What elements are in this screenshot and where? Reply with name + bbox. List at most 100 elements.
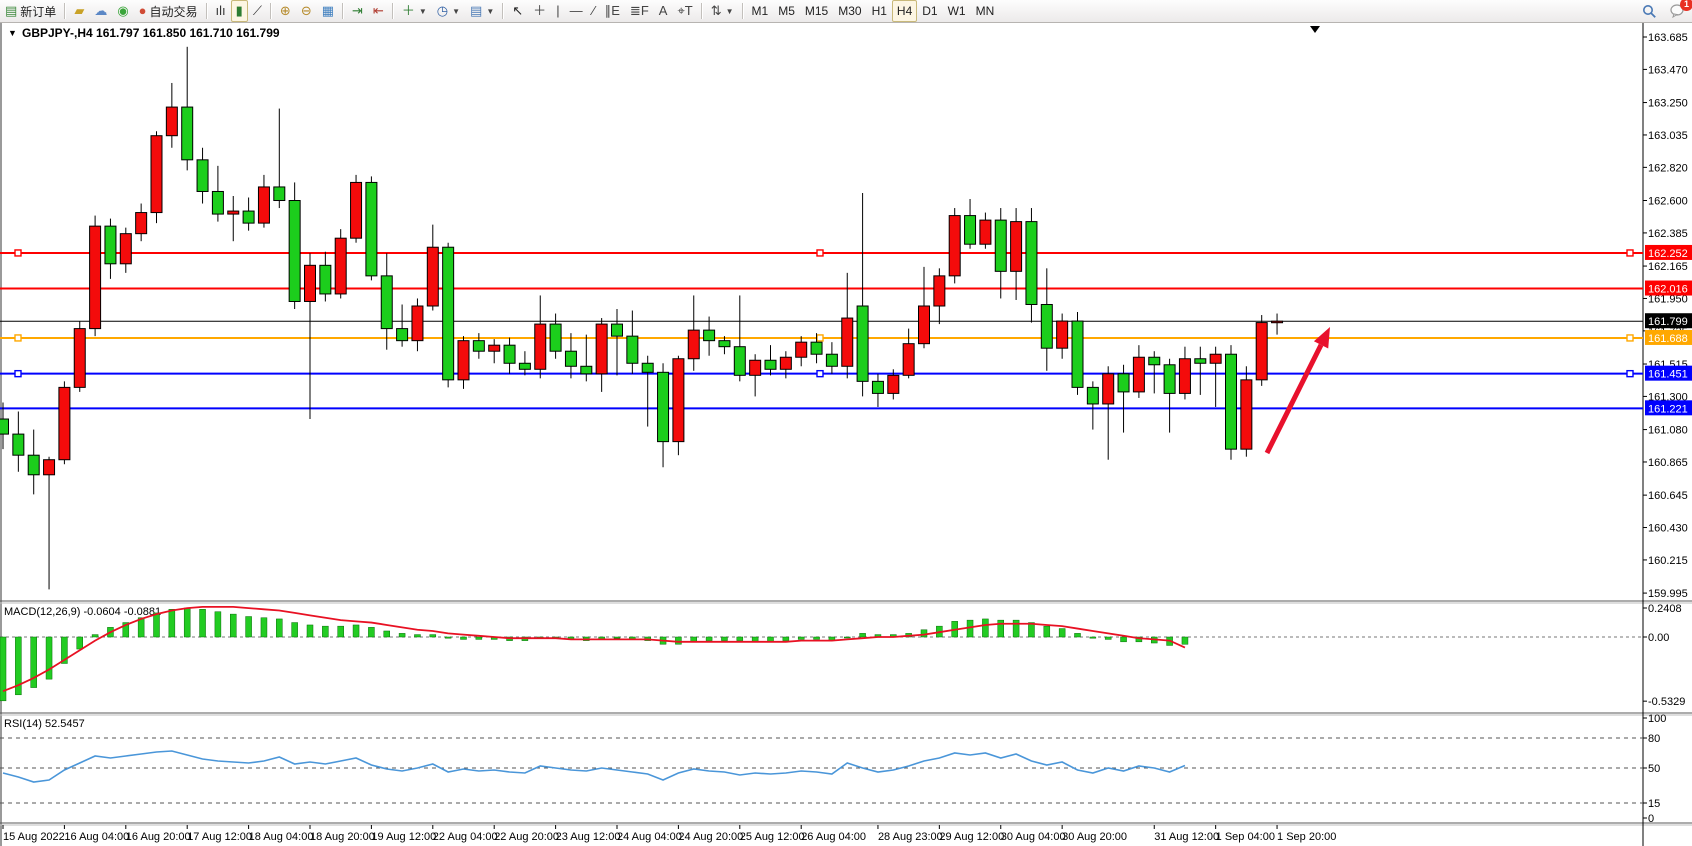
candlestick-chart-type-button[interactable]: ▮ [230, 0, 248, 22]
time-tick-label: 18 Aug 04:00 [249, 831, 314, 843]
hline-anchor[interactable] [1626, 249, 1634, 257]
chart-canvas[interactable]: 163.685 163.470 163.250 163.035 162.820 162.6… [0, 22, 1692, 846]
tf-d1[interactable]: D1 [917, 0, 942, 22]
zoom-out-button[interactable]: ⊖ [296, 0, 317, 22]
text-label-tool-button[interactable]: ⌖T [672, 0, 697, 22]
candle-body [319, 264, 332, 295]
signals-button-icon: ◉ [117, 3, 129, 18]
virtual-hosting-button[interactable]: ☁ [89, 0, 112, 22]
macd-histogram-bar [260, 617, 268, 638]
auto-scroll-button[interactable]: ⇥ [347, 0, 368, 22]
candle-body [304, 264, 316, 302]
tf-m30[interactable]: M30 [833, 0, 866, 22]
arrows-tool-button[interactable]: ⇅ ▼ [706, 0, 739, 22]
trendline-tool-button[interactable]: ∕ [588, 0, 600, 22]
candle-body [211, 190, 224, 215]
hline-anchor[interactable] [14, 334, 22, 342]
time-tick-label: 29 Aug 12:00 [939, 831, 1004, 843]
hline-anchor[interactable] [816, 334, 824, 342]
macd-histogram-bar [721, 636, 728, 641]
candle-body [672, 358, 685, 443]
candle-body [979, 219, 992, 245]
deposit-icon-button[interactable]: ▰ [69, 0, 89, 22]
tile-windows-button[interactable]: ▦ [317, 0, 339, 22]
price-tick-label: 160.430 [1648, 523, 1688, 535]
candlestick-chart-type-button-icon: ▮ [235, 3, 243, 18]
tf-h4[interactable]: H4 [891, 0, 918, 22]
candle-body [779, 356, 792, 370]
rsi-tick-label: 0 [1648, 813, 1654, 825]
hline-anchor[interactable] [1626, 334, 1634, 342]
macd-tick-label: 0.2408 [1648, 603, 1682, 615]
candle-body [902, 343, 915, 376]
hline-anchor[interactable] [1626, 369, 1634, 378]
candle-body [733, 346, 746, 376]
toolbar-group: ↖ ＋ | — ∕ ∥E ≣F A ⌖T [507, 0, 697, 22]
tf-h1[interactable]: H1 [867, 0, 892, 22]
price-tick-label: 162.820 [1648, 162, 1688, 174]
periods-button[interactable]: ◷ ▼ [432, 0, 465, 22]
crosshair-tool-button[interactable]: ＋ [528, 0, 551, 22]
templates-button[interactable]: ▤ ▼ [465, 0, 499, 22]
tf-m5[interactable]: M5 [773, 0, 800, 22]
tf-w1-label: W1 [947, 4, 966, 18]
indicators-button[interactable]: ＋ ▼ [397, 0, 432, 22]
candle-body [1040, 303, 1053, 349]
autotrading-button[interactable]: ● 自动交易 [134, 0, 203, 22]
candle-body [1255, 322, 1268, 381]
time-tick-label: 30 Aug 20:00 [1062, 831, 1127, 843]
equidistant-channel-tool-button[interactable]: ∥E [600, 0, 625, 22]
macd-histogram-bar [705, 636, 713, 641]
time-tick-label: 1 Sep 04:00 [1216, 831, 1275, 843]
horizontal-line-tool-button[interactable]: — [565, 0, 588, 22]
trend-arrow-head[interactable] [1313, 327, 1330, 349]
hline-anchor[interactable] [14, 369, 22, 378]
vertical-line-tool-button[interactable]: | [551, 0, 564, 22]
candle-body [0, 418, 9, 435]
macd-tick-label: -0.5329 [1648, 696, 1685, 708]
text-tool-button[interactable]: A [654, 0, 673, 22]
tf-m1[interactable]: M1 [747, 0, 774, 22]
signals-button[interactable]: ◉ [112, 0, 133, 22]
price-label-badge [1645, 244, 1692, 260]
candle-body [365, 181, 378, 277]
tf-mn[interactable]: MN [971, 0, 1000, 22]
macd-histogram-bar [322, 625, 329, 638]
candle-body [841, 317, 854, 367]
rsi-line [2, 750, 1186, 783]
search-icon[interactable] [1637, 0, 1662, 22]
macd-histogram-bar [813, 636, 820, 640]
chart-collapse-icon: ▼ [8, 28, 17, 38]
candle-body [273, 186, 286, 202]
candle-body [595, 323, 608, 375]
line-chart-type-button[interactable]: ⟋ [248, 0, 267, 22]
toolbar-group: ▰ ☁ ◉ ● 自动交易 [69, 0, 202, 22]
zoom-in-button[interactable]: ⊕ [275, 0, 296, 22]
price-label-badge-text: 161.221 [1648, 403, 1688, 415]
hline-anchor[interactable] [816, 369, 824, 378]
indicators-button-caret: ▼ [418, 6, 427, 16]
macd-histogram-bar [997, 619, 1004, 638]
candle-body [1102, 373, 1115, 405]
tf-m15[interactable]: M15 [800, 0, 833, 22]
tf-w1[interactable]: W1 [943, 0, 971, 22]
bar-chart-type-button[interactable]: ılı [211, 0, 231, 22]
candle-body [196, 159, 209, 192]
fibonacci-tool-button[interactable]: ≣F [625, 0, 654, 22]
candle-body [1086, 386, 1099, 405]
notifications-button[interactable]: 1 [1670, 0, 1692, 19]
fibonacci-tool-button-icon: ≣F [629, 3, 649, 18]
hline-anchor[interactable] [816, 249, 824, 257]
candle-body [426, 246, 439, 307]
macd-histogram-bar [414, 634, 421, 638]
cursor-tool-button[interactable]: ↖ [507, 0, 528, 22]
trend-arrow-line[interactable] [1264, 343, 1324, 455]
time-tick-label: 22 Aug 20:00 [494, 831, 559, 843]
new-order-button[interactable]: ▤ 新订单 [0, 0, 61, 22]
macd-histogram-bar [291, 622, 298, 638]
hline-anchor[interactable] [14, 249, 22, 257]
candle-body [810, 341, 823, 355]
chart-shift-button[interactable]: ⇤ [368, 0, 389, 22]
time-tick-label: 28 Aug 23:00 [878, 831, 943, 843]
macd-histogram-bar [183, 607, 191, 638]
